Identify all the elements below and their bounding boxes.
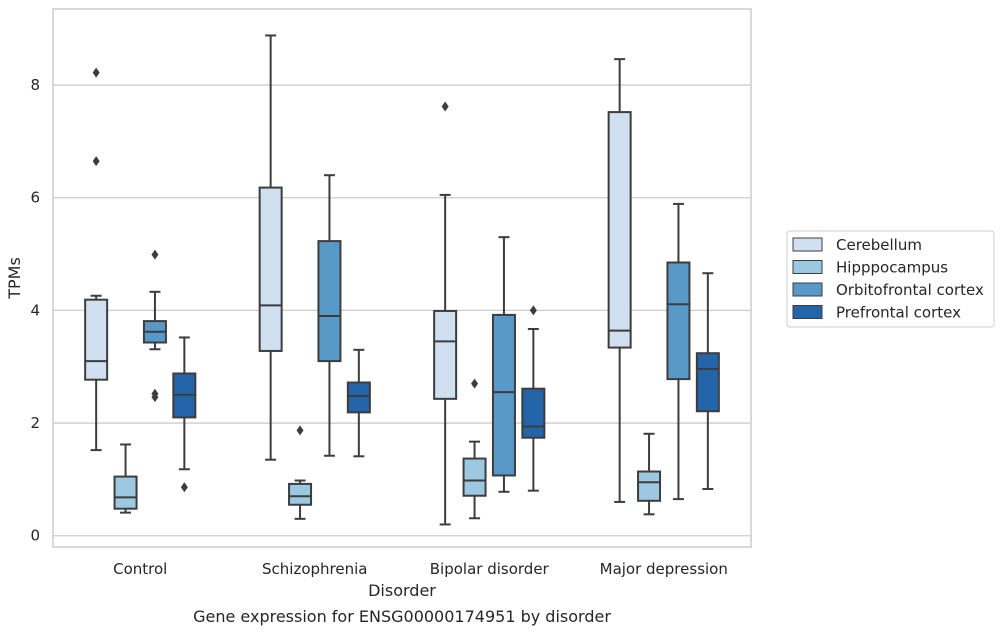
- chart-caption: Gene expression for ENSG00000174951 by d…: [193, 607, 611, 626]
- box-hipppocampus-control: [113, 443, 138, 514]
- iqr-box: [666, 261, 691, 381]
- grid-lines: [53, 84, 751, 537]
- legend-label-prefrontal-cortex: Prefrontal cortex: [836, 304, 961, 322]
- y-tick-label: 4: [30, 301, 40, 319]
- legend: Cerebellum Hipppocampus Orbitofrontal cort…: [786, 230, 995, 328]
- outlier-point: [151, 392, 159, 403]
- box-hipppocampus-schizophrenia: [288, 425, 313, 520]
- iqr-box: [637, 470, 662, 502]
- legend-swatch-orbitofrontal-cortex: [792, 282, 823, 297]
- legend-label-hipppocampus: Hipppocampus: [836, 259, 948, 277]
- outlier-point: [92, 156, 100, 167]
- iqr-box: [521, 387, 546, 439]
- legend-label-cerebellum: Cerebellum: [836, 236, 922, 254]
- box-prefrontal-cortex-bipolar-disorder: [521, 305, 546, 492]
- iqr-box: [258, 186, 283, 352]
- box-prefrontal-cortex-schizophrenia: [346, 348, 371, 458]
- iqr-box: [607, 111, 632, 349]
- outlier-point: [529, 305, 537, 316]
- iqr-box: [113, 475, 138, 510]
- y-axis-label: TPMs: [5, 257, 24, 300]
- legend-swatch-prefrontal-cortex: [792, 305, 823, 319]
- outlier-point: [180, 482, 188, 493]
- outlier-point: [151, 249, 159, 260]
- iqr-box: [433, 309, 458, 400]
- y-tick-label: 8: [30, 76, 40, 94]
- box-orbitofrontal-cortex-control: [142, 249, 167, 403]
- box-prefrontal-cortex-control: [172, 336, 197, 493]
- box-orbitofrontal-cortex-major-depression: [666, 202, 691, 501]
- box-hipppocampus-major-depression: [637, 432, 662, 516]
- plot-area-frame: [52, 8, 752, 548]
- legend-label-orbitofrontal-cortex: Orbitofrontal cortex: [836, 281, 984, 299]
- legend-frame: [786, 230, 995, 328]
- y-tick-label: 2: [30, 414, 40, 432]
- box-plot-marks: [84, 34, 720, 526]
- box-cerebellum-bipolar-disorder: [433, 101, 458, 526]
- x-tick-label: Schizophrenia: [262, 560, 367, 578]
- y-tick-label: 0: [30, 527, 40, 545]
- box-hipppocampus-bipolar-disorder: [462, 378, 487, 520]
- box-cerebellum-major-depression: [607, 58, 632, 503]
- box-orbitofrontal-cortex-schizophrenia: [317, 174, 342, 457]
- outlier-point: [92, 67, 100, 78]
- outlier-point: [471, 378, 479, 389]
- box-cerebellum-control: [84, 67, 109, 452]
- x-tick-label: Major depression: [600, 560, 728, 578]
- box-prefrontal-cortex-major-depression: [695, 272, 720, 490]
- iqr-box: [346, 381, 371, 414]
- y-axis-ticks: 0 2 4 6 8: [30, 76, 40, 545]
- iqr-box: [695, 352, 720, 413]
- y-tick-label: 6: [30, 189, 40, 207]
- box-cerebellum-schizophrenia: [258, 34, 283, 461]
- outlier-point: [296, 425, 304, 436]
- legend-swatch-cerebellum: [792, 237, 823, 252]
- iqr-box: [288, 482, 313, 506]
- iqr-box: [84, 298, 109, 381]
- iqr-box: [491, 313, 516, 477]
- x-axis-label: Disorder: [368, 581, 436, 600]
- x-axis-ticks: Control Schizophrenia Bipolar disorder Majo…: [113, 560, 728, 578]
- box-orbitofrontal-cortex-bipolar-disorder: [491, 236, 516, 493]
- x-tick-label: Bipolar disorder: [430, 560, 550, 578]
- legend-swatch-hipppocampus: [792, 260, 823, 274]
- iqr-box: [462, 457, 487, 497]
- iqr-box: [317, 240, 342, 363]
- outlier-point: [441, 101, 449, 112]
- x-tick-label: Control: [113, 560, 167, 578]
